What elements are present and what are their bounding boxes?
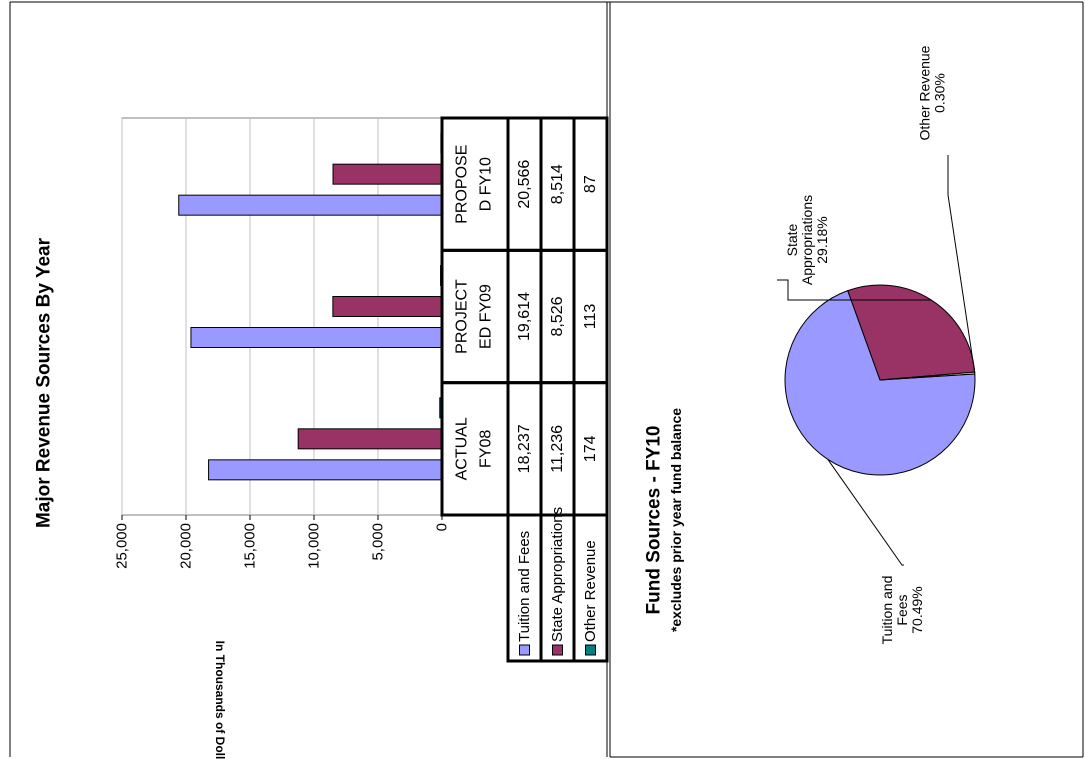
table-value: 19,614 [516,292,533,341]
table-header-cell [440,248,510,385]
category-label: ED FY09 [478,284,495,349]
bar-state-appropriations [332,296,443,317]
table-cell [572,116,609,252]
pie-slice-label: Tuition and [879,576,895,645]
y-axis-label: In Thousands of Dollars [213,641,227,759]
bar-tuition-and-fees [208,459,443,481]
table-value: 20,566 [516,160,533,209]
legend-swatch [552,644,563,656]
pie-slice-label: State [784,223,800,256]
table-value: 18,237 [516,424,533,473]
category-label: ACTUAL [454,417,471,480]
legend-swatch [519,644,530,656]
leader-line [777,279,932,301]
table-value: 113 [582,304,599,330]
bar-chart: 0 5,000 10,000 15,000 20,000 25,000 ACTUAL FY08… [34,116,609,759]
legend-label: Other Revenue [582,540,599,642]
category-label: PROJECT [454,279,471,354]
table-header-cell [440,116,510,252]
legend-swatch [585,644,596,656]
legend-label: Tuition and Fees [516,531,533,642]
pie-subtitle: *excludes prior year fund balance [668,408,684,632]
pie-slice-label: Other Revenue [917,45,933,140]
table-value: 8,514 [549,164,566,204]
pie-chart: Tuition and Fees 70.49% State Appropriations… [644,45,976,644]
bar-state-appropriations [297,428,443,450]
table-value: 174 [582,435,599,462]
y-tick-label: 25,000 [114,523,131,569]
y-tick-label: 0 [434,523,451,531]
category-label: FY08 [478,430,495,468]
table-value: 11,236 [549,425,566,473]
table-value: 8,526 [549,296,566,336]
bar-tuition-and-fees [178,194,443,216]
leader-line [827,459,904,566]
leader-line [947,155,976,374]
table-header-cell [440,381,510,517]
pie-percent-label: 70.49% [909,586,925,633]
bar-tuition-and-fees [190,327,443,348]
pie-slice-label: Fees [894,594,910,625]
category-label: PROPOSE [454,145,471,224]
category-label: D FY10 [478,157,495,211]
pie-slice-label: Appropriations [799,195,815,285]
pie-title: Fund Sources - FY10 [644,426,665,615]
y-tick-label: 20,000 [178,523,195,569]
y-tick-label: 5,000 [370,523,387,561]
chart-title: Major Revenue Sources By Year [34,237,55,528]
bar-state-appropriations [332,163,443,185]
pie-percent-label: 0.30% [932,73,948,113]
y-tick-label: 15,000 [242,523,259,569]
table-value: 87 [582,175,599,193]
pie-percent-label: 29.18% [814,216,830,263]
y-tick-label: 10,000 [306,523,323,569]
legend-label: State Appropriations [549,507,566,642]
